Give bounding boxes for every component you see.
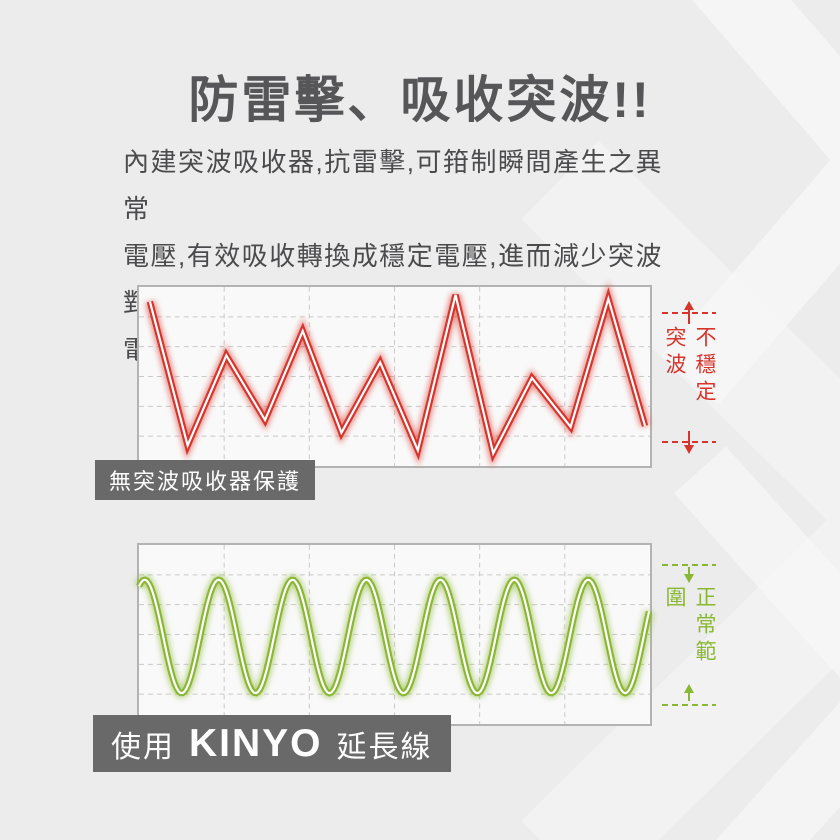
surge-chart-panel: [137, 281, 652, 468]
normal-annotation: 正常範圍: [661, 560, 717, 708]
surge-caption-label: 無突波吸收器保護: [109, 469, 302, 494]
page-title: 防雷擊、吸收突波!!: [188, 72, 652, 128]
chevron-right-icon: [673, 446, 840, 840]
intro-line: 內建突波吸收器,抗雷擊,可箝制瞬間產生之異常: [123, 147, 663, 224]
normal-caption-suffix: 延長線: [336, 730, 433, 764]
down-arrow-icon: [662, 564, 716, 583]
surge-waveform: [139, 281, 650, 468]
normal-chart-panel: [134, 543, 654, 726]
surge-annotation: 不穩定突波: [661, 300, 717, 455]
normal-caption-badge: 使用 KINYO 延長線: [93, 715, 451, 772]
normal-waveform: [134, 545, 654, 724]
kinyo-logo: KINYO: [189, 721, 323, 765]
up-arrow-icon: [662, 684, 716, 706]
normal-annotation-label: 正常範圍: [663, 586, 716, 667]
normal-caption-prefix: 使用: [111, 730, 175, 764]
up-arrow-icon: [662, 301, 716, 324]
down-arrow-icon: [662, 431, 716, 454]
surge-annotation-label: 不穩定突波: [663, 326, 716, 407]
surge-caption-badge: 無突波吸收器保護: [95, 460, 316, 500]
